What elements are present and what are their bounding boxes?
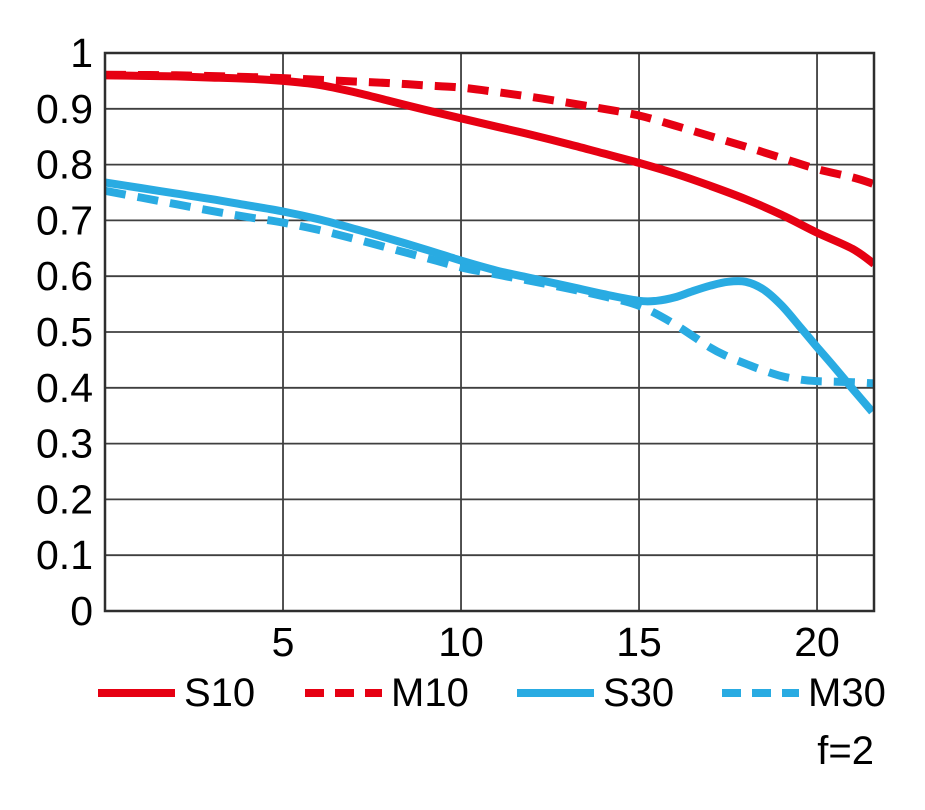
x-tick-label: 20 [794,619,840,665]
legend-item-s10: S10 [98,671,255,715]
y-tick-label: 0.6 [36,253,93,299]
aperture-label: f=2 [817,729,874,773]
x-tick-label: 10 [438,619,484,665]
legend-swatch-dashed-red-line [305,689,382,697]
curve-s30 [105,178,874,415]
legend-label-s10: S10 [184,671,256,715]
legend-item-m30: M30 [722,671,886,715]
y-tick-label: 1 [70,30,93,76]
legend-item-s30: S30 [517,671,674,715]
legend-swatch-dashed-blue-line [722,689,799,697]
y-tick-label: 0.7 [36,197,93,243]
y-tick-label: 0.1 [36,532,93,578]
curve-m10 [105,70,874,188]
legend-item-m10: M10 [305,671,469,715]
legend-label-s30: S30 [603,671,675,715]
y-tick-label: 0 [70,588,93,634]
legend-swatch-solid-red-line [98,689,175,697]
x-tick-label: 15 [616,619,662,665]
chart-legend: S10 M10 S30 M30 [0,671,925,715]
legend-label-m30: M30 [808,671,886,715]
legend-swatch-solid-blue-line [517,689,594,697]
plot-border [103,51,876,613]
curve-m30 [105,186,874,388]
y-tick-label: 0.3 [36,421,93,467]
y-tick-label: 0.2 [36,476,93,522]
x-tick-label: 5 [272,619,295,665]
curve-s10 [105,71,874,268]
y-tick-label: 0.8 [36,142,93,188]
y-tick-label: 0.4 [36,365,93,411]
y-tick-label: 0.9 [36,86,93,132]
y-tick-label: 0.5 [36,309,93,355]
legend-label-m10: M10 [391,671,469,715]
